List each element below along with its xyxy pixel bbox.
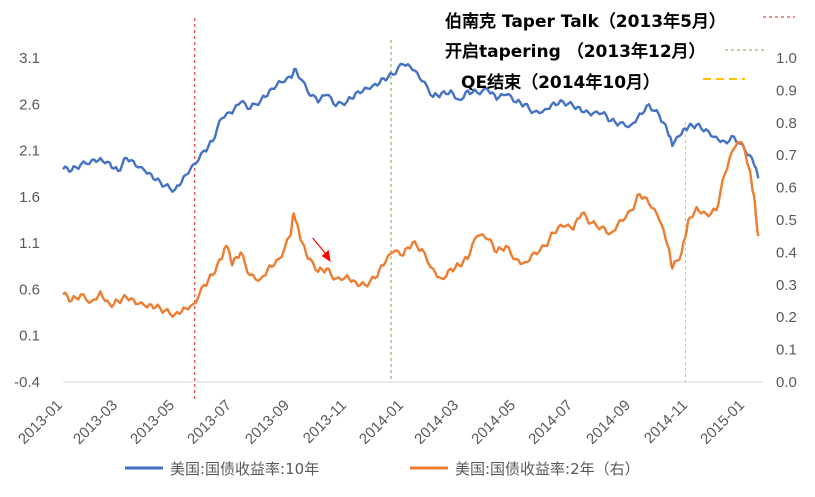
legend: 美国:国债收益率:10年 美国:国债收益率:2年（右） xyxy=(125,460,640,478)
x-axis: 2013-01 2013-03 2013-05 2013-07 2013-09 2013-… xyxy=(15,397,748,448)
left-tick-label: 0.1 xyxy=(19,328,40,345)
x-tick-label: 2013-09 xyxy=(242,397,293,448)
right-tick-label: 0.2 xyxy=(776,309,797,326)
left-tick-label: 1.1 xyxy=(19,235,40,252)
x-tick-label: 2014-09 xyxy=(583,397,634,448)
event-annotations: 伯南克 Taper Talk（2013年5月） 开启tapering （2013年… xyxy=(445,11,795,93)
right-tick-label: 0.8 xyxy=(776,115,797,132)
left-tick-label: 3.1 xyxy=(19,50,40,67)
arrow-head xyxy=(321,250,331,262)
left-y-axis: 3.1 2.6 2.1 1.6 1.1 0.6 0.1 -0.4 xyxy=(14,50,40,391)
right-tick-label: 0.0 xyxy=(776,374,797,391)
series-10y-line xyxy=(62,62,760,193)
right-y-axis: 1.0 0.9 0.8 0.7 0.6 0.5 0.4 0.3 0.2 0.1 0.0 xyxy=(776,50,797,391)
right-tick-label: 0.3 xyxy=(776,277,797,294)
x-tick-label: 2014-01 xyxy=(356,397,407,448)
legend-label: 美国:国债收益率:2年（右） xyxy=(455,460,640,478)
event-annotation-label: 开启tapering （2013年12月） xyxy=(445,41,706,62)
x-tick-label: 2013-11 xyxy=(300,397,350,447)
right-tick-label: 0.6 xyxy=(776,180,797,197)
x-tick-label: 2014-05 xyxy=(468,397,519,448)
x-tick-label: 2014-03 xyxy=(411,397,462,448)
left-tick-label: 0.6 xyxy=(19,281,40,298)
event-lines xyxy=(194,18,686,400)
arrow-annotation xyxy=(312,237,331,262)
legend-label: 美国:国债收益率:10年 xyxy=(170,460,319,478)
x-tick-label: 2014-07 xyxy=(525,397,576,448)
event-annotation-label: 伯南克 Taper Talk（2013年5月） xyxy=(445,11,726,32)
series-2y-line xyxy=(62,140,760,318)
right-tick-label: 0.5 xyxy=(776,212,797,229)
left-tick-label: -0.4 xyxy=(14,374,40,391)
x-tick-label: 2014-11 xyxy=(641,397,691,447)
x-tick-label: 2013-01 xyxy=(15,397,66,448)
right-tick-label: 0.4 xyxy=(776,244,797,261)
arrow-shaft xyxy=(312,237,328,256)
x-tick-label: 2015-01 xyxy=(697,397,748,448)
x-tick-label: 2013-07 xyxy=(184,397,235,448)
left-tick-label: 2.1 xyxy=(19,143,40,160)
right-tick-label: 0.1 xyxy=(776,342,797,359)
event-annotation-label: QE结束（2014年10月） xyxy=(461,72,660,93)
x-tick-label: 2013-05 xyxy=(127,397,178,448)
left-tick-label: 1.6 xyxy=(19,189,40,206)
right-tick-label: 1.0 xyxy=(776,50,797,67)
right-tick-label: 0.7 xyxy=(776,147,797,164)
left-tick-label: 2.6 xyxy=(19,96,40,113)
series-lines xyxy=(62,62,760,318)
x-tick-label: 2013-03 xyxy=(70,397,121,448)
right-tick-label: 0.9 xyxy=(776,82,797,99)
